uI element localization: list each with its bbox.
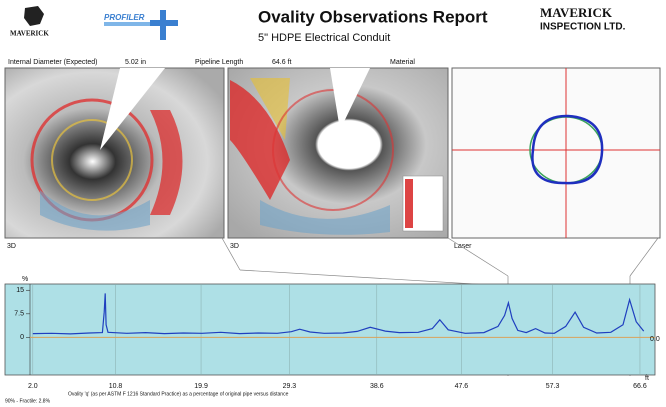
x-tick-label: 2.0 — [28, 383, 38, 390]
info-value: 64.6 ft — [272, 59, 292, 66]
y-tick-label: 0 — [20, 334, 24, 341]
title: Ovality Observations Report — [258, 7, 488, 26]
report: MAVERICK PROFILER Ovality Observations R… — [0, 0, 666, 407]
y-tick-label: 7.5 — [14, 311, 24, 318]
panel-label: 3D — [230, 243, 239, 250]
x-tick-label: 38.6 — [370, 383, 384, 390]
fractile: 90% - Fractile: 2.8% — [5, 398, 51, 404]
ovality-chart: 0 7.5 15 2.0 10.8 19.9 29.3 38.6 47.6 57.3 66.6% ft… — [5, 276, 660, 404]
info-label: Material — [390, 59, 415, 66]
caption: Ovality 'q' (as per ASTM F 1216 Standard… — [68, 391, 289, 397]
baseline-label: 0.0 — [650, 336, 660, 343]
panel-3d-2 — [228, 68, 448, 238]
panel-3d-1 — [5, 68, 224, 238]
info-label: Pipeline Length — [195, 59, 243, 66]
x-tick-label: 19.9 — [194, 383, 208, 390]
x-tick-label: 29.3 — [283, 383, 297, 390]
logo-text: MAVERICK — [10, 30, 49, 38]
x-tick-label: 10.8 — [109, 383, 123, 390]
x-tick-label: 57.3 — [546, 383, 560, 390]
x-tick-label: 66.6 — [633, 383, 647, 390]
company: MAVERICK — [540, 5, 613, 20]
logo: MAVERICK — [10, 6, 49, 38]
info-label: Internal Diameter (Expected) — [8, 59, 97, 66]
profiler-logo: PROFILER — [104, 10, 178, 40]
x-axis-label: ft — [645, 375, 649, 382]
profiler-text: PROFILER — [104, 13, 145, 22]
panel-label: 3D — [7, 243, 16, 250]
y-tick-label: 15 — [16, 287, 24, 294]
page: {"header": {"logo_text": "MAVERICK", "pr… — [0, 0, 666, 407]
info-value: 5.02 in — [125, 59, 146, 66]
company-sub: INSPECTION LTD. — [540, 22, 626, 33]
subtitle: 5" HDPE Electrical Conduit — [258, 32, 390, 44]
panel-laser — [452, 68, 660, 238]
x-tick-label: 47.6 — [455, 383, 469, 390]
y-axis-label: % — [22, 276, 28, 283]
